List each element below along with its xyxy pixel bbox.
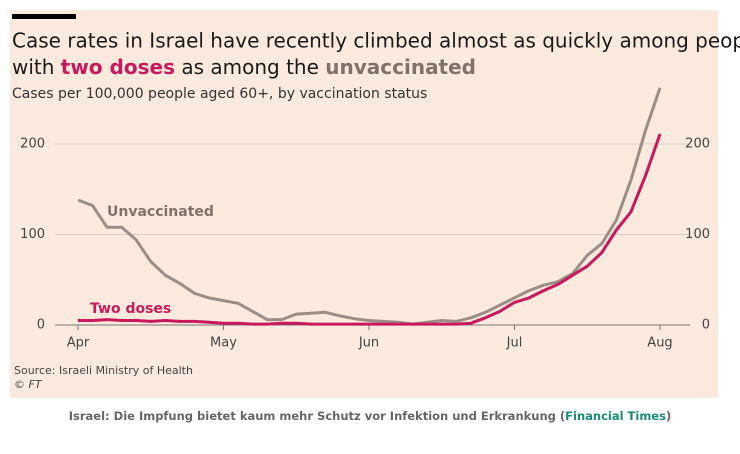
series-label: Two doses	[90, 301, 171, 317]
x-tick-label: Jul	[506, 336, 523, 351]
x-tick-label: Aug	[647, 336, 672, 351]
y-tick-label: 100	[685, 227, 710, 242]
y-tick-label: 200	[685, 137, 710, 152]
caption-part: )	[666, 409, 671, 423]
plot: 0 0 100 100 200 200 Apr May Jun Jul Aug Unvaccinate…	[20, 87, 710, 351]
y-tick-label: 100	[20, 227, 45, 242]
source: Source: Israeli Ministry of Health	[14, 364, 193, 377]
chart-subtitle: Cases per 100,000 people aged 60+, by va…	[12, 86, 427, 102]
title-part: as among the	[175, 55, 325, 79]
chart-title: Case rates in Israel have recently climb…	[12, 29, 740, 53]
y-tick-label: 0	[37, 318, 45, 333]
title-part: with	[12, 55, 61, 79]
y-tick-label: 0	[702, 318, 710, 333]
chart-title: with two doses as among the unvaccinated	[12, 55, 476, 79]
series-label: Unvaccinated	[107, 204, 214, 220]
x-tick-label: Jun	[358, 336, 379, 351]
y-tick-label: 200	[20, 137, 45, 152]
caption: Israel: Die Impfung bietet kaum mehr Sch…	[69, 409, 671, 423]
chart-background	[10, 10, 718, 398]
series-line	[78, 133, 662, 326]
title-part: two doses	[61, 55, 175, 79]
caption-link[interactable]: Financial Times	[565, 409, 666, 423]
x-tick-label: Apr	[67, 336, 90, 351]
ft-bar	[12, 14, 76, 19]
x-tick-label: May	[210, 336, 237, 351]
caption-part: Israel: Die Impfung bietet kaum mehr Sch…	[69, 409, 565, 423]
series-line	[77, 87, 662, 326]
credit: © FT	[14, 378, 43, 391]
title-part: unvaccinated	[325, 55, 476, 79]
